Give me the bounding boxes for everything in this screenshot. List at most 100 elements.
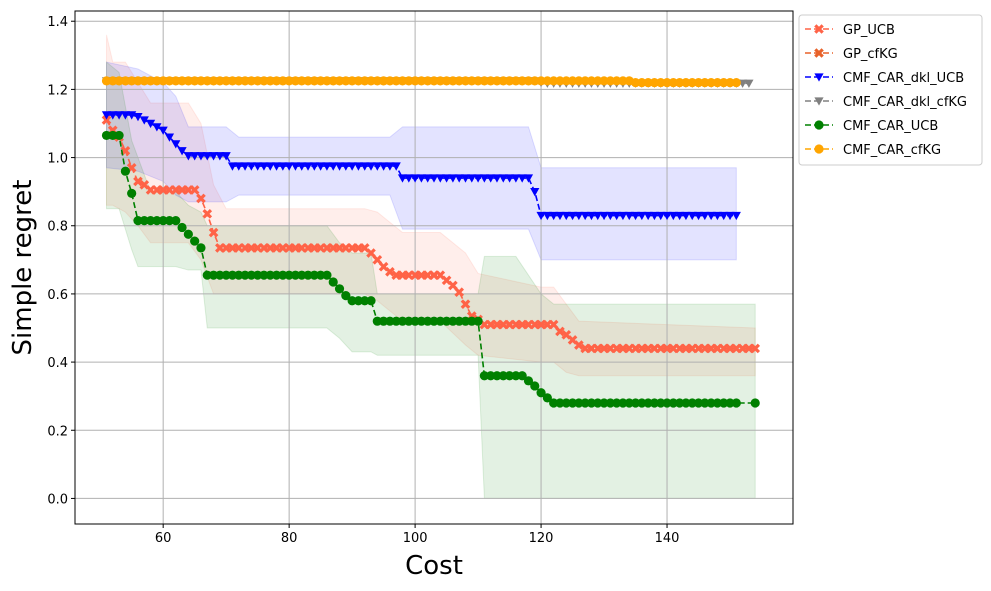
point-cmf-car-dkl-ucb bbox=[599, 211, 609, 221]
point-cmf-car-cfkg bbox=[719, 77, 729, 88]
point-cmf-car-ucb bbox=[164, 216, 175, 226]
point-cmf-car-cfkg bbox=[416, 76, 427, 86]
point-cmf-car-ucb bbox=[372, 316, 382, 326]
point-cmf-car-ucb bbox=[108, 130, 118, 141]
point-cmf-car-ucb bbox=[309, 270, 319, 280]
point-cmf-car-ucb bbox=[750, 398, 760, 408]
point-cmf-car-ucb bbox=[221, 270, 231, 280]
point-cmf-car-dkl-ucb bbox=[662, 211, 672, 221]
point-cmf-car-dkl-ucb bbox=[725, 211, 735, 221]
point-cmf-car-cfkg bbox=[366, 76, 376, 86]
x-axis-ticks: 60 80 100 120 140 bbox=[155, 524, 679, 546]
point-cmf-car-ucb bbox=[416, 316, 427, 326]
point-cmf-car-cfkg bbox=[555, 76, 565, 86]
point-cmf-car-cfkg bbox=[215, 76, 225, 86]
point-cmf-car-dkl-ucb bbox=[221, 152, 231, 161]
point-gp-ucb bbox=[385, 266, 395, 277]
y-tick-label: 0.6 bbox=[47, 288, 68, 303]
point-cmf-car-ucb bbox=[303, 270, 313, 280]
point-cmf-car-ucb bbox=[637, 398, 647, 408]
point-cmf-car-dkl-ucb bbox=[675, 211, 685, 221]
point-cmf-car-ucb bbox=[139, 216, 149, 226]
point-cmf-car-ucb bbox=[731, 398, 741, 408]
point-gp-ucb bbox=[101, 115, 112, 125]
point-cmf-car-dkl-ucb bbox=[643, 211, 653, 221]
point-cmf-car-dkl-ucb bbox=[536, 211, 546, 221]
point-cmf-car-cfkg bbox=[486, 76, 496, 86]
point-cmf-car-cfkg bbox=[454, 76, 464, 86]
legend-marker-cmf-car-cfkg bbox=[814, 144, 824, 154]
point-cmf-car-dkl-ucb bbox=[139, 116, 149, 125]
point-cmf-car-ucb bbox=[404, 316, 414, 326]
point-cmf-car-cfkg bbox=[542, 76, 552, 86]
legend-entry-gp-cfkg: GP_cfKG bbox=[805, 47, 898, 62]
point-cmf-car-cfkg bbox=[523, 76, 534, 86]
series-cmf-car-ucb bbox=[101, 130, 760, 408]
point-gp-ucb bbox=[208, 227, 219, 238]
legend-marker-cmf-car-dkl-cfkg bbox=[814, 97, 824, 106]
point-cmf-car-cfkg bbox=[328, 76, 338, 86]
point-cmf-car-cfkg bbox=[265, 76, 275, 86]
point-cmf-car-dkl-ucb bbox=[700, 211, 710, 221]
point-gp-ucb bbox=[574, 340, 584, 350]
point-cmf-car-cfkg bbox=[656, 77, 666, 88]
point-cmf-car-dkl-ucb bbox=[618, 211, 628, 221]
x-axis-label: Cost bbox=[405, 551, 463, 581]
point-cmf-car-ucb bbox=[523, 376, 534, 386]
point-cmf-car-dkl-ucb bbox=[530, 187, 540, 197]
point-cmf-car-cfkg bbox=[586, 76, 597, 86]
point-cmf-car-dkl-ucb bbox=[101, 111, 112, 120]
point-cmf-car-cfkg bbox=[612, 76, 622, 86]
point-cmf-car-ucb bbox=[580, 398, 590, 408]
point-cmf-car-dkl-ucb bbox=[246, 162, 256, 171]
legend-label: GP_cfKG bbox=[843, 47, 898, 62]
point-cmf-car-dkl-ucb bbox=[360, 162, 370, 171]
point-cmf-car-ucb bbox=[618, 398, 628, 408]
point-cmf-car-dkl-ucb bbox=[656, 211, 666, 221]
point-cmf-car-dkl-ucb bbox=[152, 123, 162, 132]
point-cmf-car-cfkg bbox=[114, 76, 124, 86]
point-cmf-car-ucb bbox=[643, 398, 653, 408]
point-cmf-car-dkl-ucb bbox=[227, 162, 238, 171]
point-cmf-car-ucb bbox=[719, 398, 729, 408]
band-cmf-car-dkl-ucb bbox=[105, 61, 737, 261]
point-cmf-car-cfkg bbox=[303, 76, 313, 86]
point-cmf-car-ucb bbox=[278, 270, 288, 280]
point-cmf-car-dkl-ucb bbox=[297, 162, 307, 171]
point-cmf-car-cfkg bbox=[297, 76, 307, 86]
point-cmf-car-ucb bbox=[196, 243, 206, 253]
point-cmf-car-ucb bbox=[114, 130, 124, 141]
point-cmf-car-ucb bbox=[316, 270, 326, 280]
point-cmf-car-cfkg bbox=[202, 76, 212, 86]
point-cmf-car-dkl-ucb bbox=[693, 211, 704, 221]
point-cmf-car-cfkg bbox=[681, 77, 691, 88]
point-cmf-car-dkl-ucb bbox=[158, 126, 168, 135]
point-cmf-car-ucb bbox=[246, 270, 256, 280]
point-cmf-car-ucb bbox=[227, 270, 238, 280]
point-gp-ucb bbox=[555, 326, 565, 337]
plot-frame bbox=[74, 10, 794, 525]
point-cmf-car-cfkg bbox=[385, 76, 395, 86]
point-cmf-car-ucb bbox=[347, 296, 357, 306]
point-cmf-car-ucb bbox=[693, 398, 704, 408]
series-cmf-car-cfkg bbox=[101, 76, 741, 88]
point-cmf-car-dkl-ucb bbox=[334, 162, 345, 171]
point-cmf-car-cfkg bbox=[700, 77, 710, 88]
point-cmf-car-dkl-ucb bbox=[687, 211, 697, 221]
series-lines bbox=[101, 76, 761, 408]
point-cmf-car-ucb bbox=[567, 398, 578, 408]
point-cmf-car-dkl-ucb bbox=[435, 174, 445, 183]
point-cmf-car-dkl-ucb bbox=[114, 111, 124, 120]
point-cmf-car-ucb bbox=[240, 270, 250, 280]
point-cmf-car-dkl-ucb bbox=[580, 211, 590, 221]
x-tick-label: 60 bbox=[155, 531, 172, 546]
point-cmf-car-ucb bbox=[725, 398, 735, 408]
point-cmf-car-dkl-ucb bbox=[215, 152, 225, 161]
point-cmf-car-ucb bbox=[668, 398, 678, 408]
point-cmf-car-dkl-ucb bbox=[517, 174, 527, 183]
point-cmf-car-cfkg bbox=[108, 76, 118, 86]
point-cmf-car-ucb bbox=[492, 371, 502, 381]
legend-box bbox=[798, 14, 983, 166]
point-cmf-car-cfkg bbox=[675, 77, 685, 88]
point-cmf-car-ucb bbox=[190, 236, 200, 246]
